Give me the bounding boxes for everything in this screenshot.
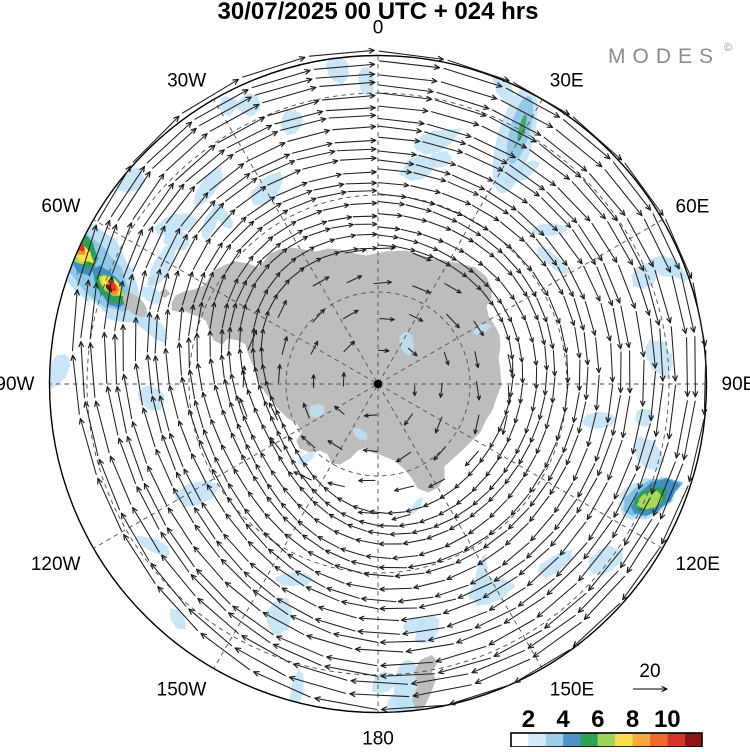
svg-text:90E: 90E: [722, 374, 750, 395]
svg-text:10: 10: [654, 706, 681, 733]
svg-text:60E: 60E: [676, 196, 710, 217]
svg-text:120W: 120W: [31, 554, 81, 575]
svg-text:180: 180: [362, 729, 394, 748]
svg-text:60W: 60W: [41, 196, 80, 217]
svg-text:30E: 30E: [550, 71, 584, 92]
svg-text:6: 6: [591, 706, 604, 733]
svg-text:8: 8: [626, 706, 639, 733]
svg-text:©: ©: [724, 42, 732, 54]
svg-text:120E: 120E: [676, 554, 720, 575]
svg-text:4: 4: [556, 706, 570, 733]
svg-text:MODES: MODES: [608, 45, 720, 68]
svg-text:2: 2: [522, 706, 535, 733]
svg-text:90W: 90W: [0, 374, 35, 395]
svg-text:150W: 150W: [157, 680, 207, 701]
svg-text:30/07/2025 00 UTC + 024 hrs: 30/07/2025 00 UTC + 024 hrs: [218, 0, 539, 25]
svg-text:150E: 150E: [550, 680, 594, 701]
svg-text:20: 20: [639, 661, 660, 682]
svg-text:30W: 30W: [167, 71, 206, 92]
